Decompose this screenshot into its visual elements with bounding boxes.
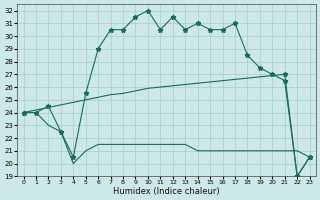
X-axis label: Humidex (Indice chaleur): Humidex (Indice chaleur) [113, 187, 220, 196]
